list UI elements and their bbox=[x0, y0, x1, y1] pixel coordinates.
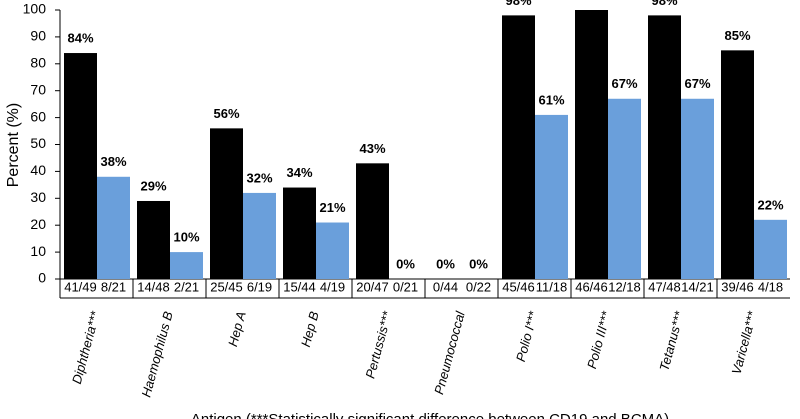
count-label: 0/22 bbox=[466, 279, 491, 294]
count-label: 45/46 bbox=[502, 279, 535, 294]
x-tick-label: Hep B bbox=[298, 309, 322, 348]
data-label: 0% bbox=[396, 256, 415, 271]
y-axis-label: Percent (%) bbox=[5, 103, 22, 187]
count-label: 11/18 bbox=[536, 279, 568, 294]
bar bbox=[681, 98, 714, 280]
x-tick-label: Varicella*** bbox=[729, 309, 760, 376]
data-label: 56% bbox=[213, 106, 239, 121]
count-label: 6/19 bbox=[247, 279, 272, 294]
count-label: 41/49 bbox=[64, 279, 97, 294]
x-axis-label: Antigen (***Statistically significant di… bbox=[191, 411, 669, 419]
data-label: 100% bbox=[575, 0, 609, 2]
data-label: 84% bbox=[67, 30, 93, 45]
data-label: 43% bbox=[359, 141, 385, 156]
count-label: 0/44 bbox=[433, 279, 458, 294]
bar bbox=[356, 163, 389, 279]
y-tick-label: 30 bbox=[30, 189, 46, 205]
bar bbox=[316, 222, 349, 279]
y-tick-label: 10 bbox=[30, 243, 46, 259]
bar bbox=[608, 98, 641, 280]
count-label: 0/21 bbox=[393, 279, 418, 294]
bar bbox=[502, 15, 535, 279]
data-label: 22% bbox=[757, 197, 783, 212]
y-tick-label: 50 bbox=[30, 135, 46, 151]
y-tick-label: 80 bbox=[30, 55, 46, 71]
data-label: 29% bbox=[140, 178, 166, 193]
data-label: 61% bbox=[538, 92, 564, 107]
count-label: 39/46 bbox=[721, 279, 754, 294]
y-tick-label: 70 bbox=[30, 81, 46, 97]
data-label: 67% bbox=[611, 76, 637, 91]
bar bbox=[754, 219, 787, 279]
count-label: 4/18 bbox=[758, 279, 783, 294]
bar bbox=[243, 192, 276, 279]
bar bbox=[170, 252, 203, 279]
y-tick-label: 40 bbox=[30, 162, 46, 178]
count-label: 12/18 bbox=[608, 279, 641, 294]
bar bbox=[648, 15, 681, 279]
bar bbox=[721, 50, 754, 279]
data-label: 0% bbox=[436, 256, 455, 271]
data-label: 67% bbox=[684, 76, 710, 91]
count-label: 25/45 bbox=[210, 279, 243, 294]
y-tick-label: 0 bbox=[38, 270, 46, 286]
count-label: 20/47 bbox=[356, 279, 389, 294]
data-label: 85% bbox=[724, 28, 750, 43]
x-tick-label: Pneumococcal bbox=[431, 309, 468, 396]
count-label: 46/46 bbox=[575, 279, 608, 294]
x-tick-label: Haemophilus B bbox=[138, 309, 175, 398]
data-label: 21% bbox=[319, 200, 345, 215]
bar bbox=[97, 176, 130, 279]
data-label: 34% bbox=[286, 165, 312, 180]
data-label: 38% bbox=[100, 154, 126, 169]
data-label: 10% bbox=[173, 230, 199, 245]
x-tick-label: Pertussis*** bbox=[362, 309, 394, 380]
x-tick-label: Tetanus*** bbox=[656, 309, 687, 373]
y-tick-label: 100 bbox=[23, 1, 47, 17]
y-tick-label: 20 bbox=[30, 216, 46, 232]
bar bbox=[210, 128, 243, 279]
bar bbox=[283, 187, 316, 279]
x-tick-label: Hep A bbox=[225, 310, 249, 348]
count-label: 4/19 bbox=[320, 279, 345, 294]
y-tick-label: 90 bbox=[30, 28, 46, 44]
bar bbox=[535, 114, 568, 279]
data-label: 98% bbox=[651, 0, 677, 8]
count-label: 2/21 bbox=[174, 279, 199, 294]
x-tick-label: Diphtheria*** bbox=[69, 309, 103, 386]
count-label: 15/44 bbox=[283, 279, 316, 294]
count-label: 47/48 bbox=[648, 279, 681, 294]
count-label: 14/48 bbox=[137, 279, 170, 294]
data-label: 0% bbox=[469, 256, 488, 271]
y-tick-label: 60 bbox=[30, 108, 46, 124]
x-tick-label: Polio III*** bbox=[584, 309, 614, 370]
bar bbox=[64, 53, 97, 279]
bar bbox=[575, 10, 608, 279]
x-tick-label: Polio I*** bbox=[513, 309, 541, 363]
count-label: 14/21 bbox=[681, 279, 714, 294]
data-label: 32% bbox=[246, 170, 272, 185]
count-label: 8/21 bbox=[101, 279, 126, 294]
bar bbox=[137, 200, 170, 279]
data-label: 98% bbox=[505, 0, 531, 8]
